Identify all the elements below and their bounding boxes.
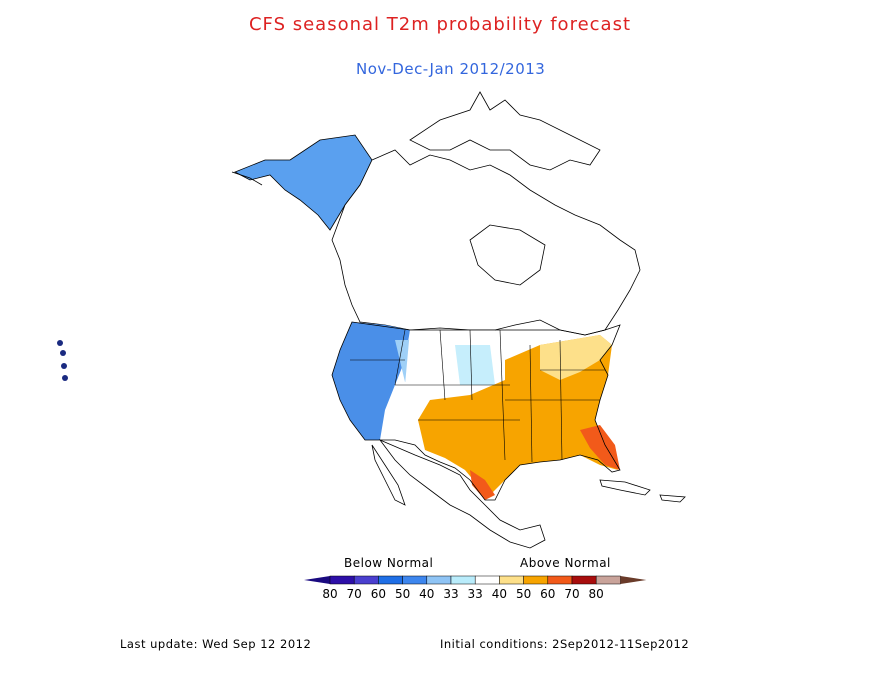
arctic-islands [409,91,601,171]
map-title: CFS seasonal T2m probability forecast [248,14,632,35]
legend-swatch [571,575,597,585]
hudson-bay [469,224,546,286]
legend-tick-label: 50 [516,587,531,601]
legend-swatch [353,575,379,585]
legend-tick-label: 50 [395,587,410,601]
legend-tick-label: 70 [347,587,362,601]
mexico-land [378,439,546,549]
last-update-text: Last update: Wed Sep 12 2012 [120,637,312,651]
us-west-region [332,322,410,440]
legend-swatch [499,575,524,585]
us-north-central-light [455,345,495,385]
legend-tick-label: 70 [564,587,579,601]
state-boundaries [350,329,605,463]
aleutian-islands [231,171,263,186]
legend-swatch [523,575,549,585]
legend-swatch [402,575,428,585]
legend-tick-label: 40 [492,587,507,601]
legend-swatch [450,575,476,585]
legend-swatch [595,575,621,585]
legend-swatch [426,575,452,585]
legend-swatch [329,575,355,585]
us-north-east-yellow [540,335,612,380]
texas-coast-red [470,470,495,500]
map-subtitle: Nov-Dec-Jan 2012/2013 [356,60,546,78]
legend-tick-label: 80 [322,587,337,601]
us-south-red-spots [580,425,620,470]
legend-right-arrow [620,576,647,584]
legend-tick-label: 80 [589,587,604,601]
legend-tick-label: 33 [468,587,483,601]
legend-tick-label: 60 [540,587,555,601]
legend-tick-label: 33 [443,587,458,601]
below-normal-label: Below Normal [344,556,434,570]
baja-california [371,444,406,506]
legend-left-arrow [304,576,330,584]
legend-tick-label: 40 [419,587,434,601]
legend-swatch [378,575,403,585]
hawaii-islands [57,340,68,381]
legend-swatch [547,575,573,585]
legend-tick-label: 60 [371,587,386,601]
hispaniola [659,494,686,503]
legend-swatch [474,575,500,585]
cuba [599,479,651,496]
above-normal-label: Above Normal [520,556,611,570]
initial-conditions-text: Initial conditions: 2Sep2012-11Sep2012 [440,637,690,651]
